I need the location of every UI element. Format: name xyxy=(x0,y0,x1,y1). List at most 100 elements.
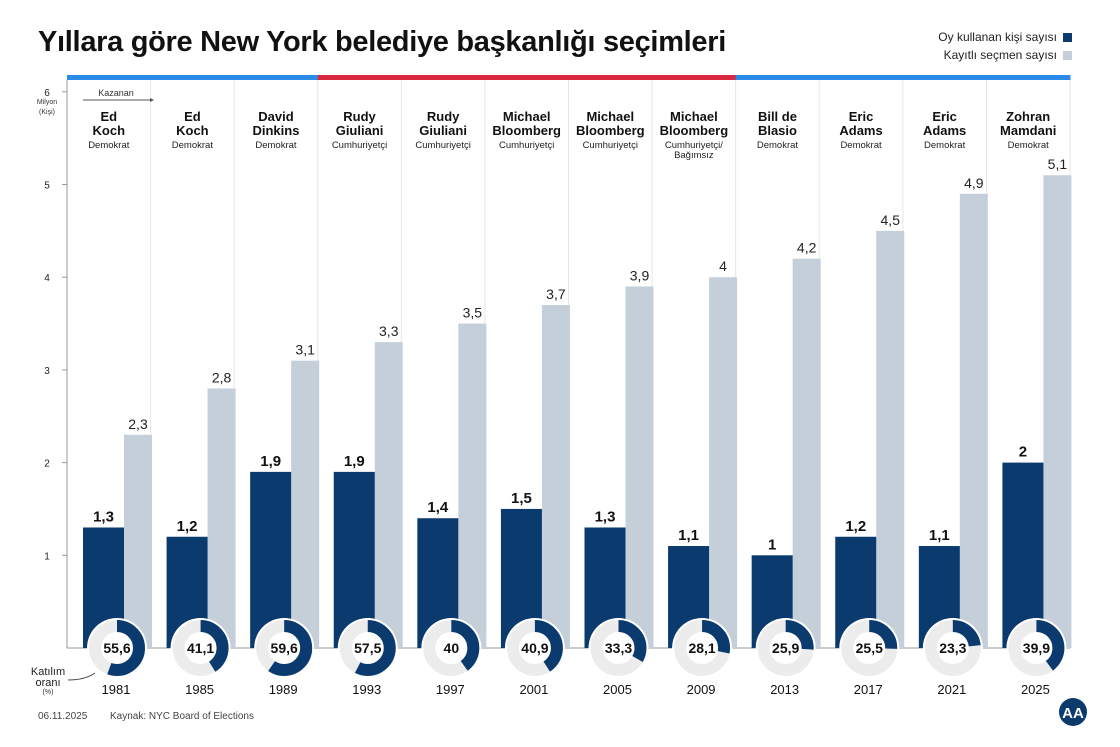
legend: Oy kullanan kişi sayısı Kayıtlı seçmen s… xyxy=(938,28,1072,64)
legend-item-registered: Kayıtlı seçmen sayısı xyxy=(938,46,1072,64)
registered-bar xyxy=(709,277,738,648)
voters-bar xyxy=(1002,462,1044,648)
winner-name: Adams xyxy=(839,123,882,138)
registered-bar xyxy=(1043,175,1072,649)
year-label: 1985 xyxy=(185,682,214,697)
winner-party: Demokrat xyxy=(924,140,966,151)
turnout-label: 33,3 xyxy=(605,640,632,656)
registered-bar xyxy=(374,342,403,648)
year-label: 1981 xyxy=(102,682,131,697)
legend-item-voters: Oy kullanan kişi sayısı xyxy=(938,28,1072,46)
registered-bar-label: 3,1 xyxy=(295,342,315,358)
turnout-donut-arc xyxy=(924,620,981,676)
party-color-bar xyxy=(568,75,653,80)
year-label: 2005 xyxy=(603,682,632,697)
registered-bar-label: 3,5 xyxy=(463,305,483,321)
turnout-donut-arc xyxy=(841,620,898,676)
year-label: 2001 xyxy=(519,682,548,697)
turnout-label: 23,3 xyxy=(939,640,966,656)
turnout-label: 57,5 xyxy=(354,640,381,656)
registered-bar xyxy=(876,230,905,648)
turnout-donut-arc xyxy=(674,620,731,676)
winner-party: Demokrat xyxy=(757,140,799,151)
winner-name: Bloomberg xyxy=(492,123,561,138)
turnout-label: 39,9 xyxy=(1023,640,1050,656)
footer-source: Kaynak: NYC Board of Elections xyxy=(110,711,254,722)
winner-name: Eric xyxy=(849,109,874,124)
registered-bar-label: 4,5 xyxy=(881,212,901,228)
year-label: 1993 xyxy=(352,682,381,697)
winner-party: Demokrat xyxy=(840,140,882,151)
winner-name: Michael xyxy=(670,109,718,124)
year-label: 2021 xyxy=(937,682,966,697)
y-tick-label: 6 xyxy=(44,88,50,99)
winner-name: Rudy xyxy=(343,109,376,124)
winner-party: Demokrat xyxy=(88,140,130,151)
turnout-label: 25,9 xyxy=(772,640,799,656)
winner-party: Demokrat xyxy=(255,140,297,151)
voters-bar-label: 1,3 xyxy=(93,508,114,525)
registered-bar-label: 3,3 xyxy=(379,323,399,339)
turnout-caption: Katılım xyxy=(31,666,65,678)
registered-bar-label: 5,1 xyxy=(1048,156,1068,172)
winner-party: Cumhuriyetçi/ xyxy=(665,140,723,151)
winner-caption: Kazanan xyxy=(98,88,134,98)
party-color-bar xyxy=(234,75,319,80)
party-color-bar xyxy=(652,75,737,80)
voters-bar-label: 1 xyxy=(768,536,776,553)
year-label: 1997 xyxy=(436,682,465,697)
winner-name: Zohran xyxy=(1006,109,1050,124)
winner-party: Cumhuriyetçi xyxy=(415,140,470,151)
winner-party: Demokrat xyxy=(1008,140,1050,151)
turnout-label: 40 xyxy=(444,640,460,656)
legend-swatch xyxy=(1063,33,1072,42)
winner-name: Giuliani xyxy=(419,123,467,138)
winner-name: Blasio xyxy=(758,123,797,138)
registered-bar-label: 4 xyxy=(719,258,727,274)
legend-swatch xyxy=(1063,51,1072,60)
winner-name: Koch xyxy=(176,123,209,138)
voters-bar-label: 1,5 xyxy=(511,490,532,507)
voters-bar-label: 1,1 xyxy=(678,527,699,544)
registered-bar xyxy=(625,286,654,648)
voters-bar-label: 1,2 xyxy=(845,518,866,535)
party-color-bar xyxy=(401,75,486,80)
year-label: 1989 xyxy=(269,682,298,697)
party-color-bar xyxy=(317,75,402,80)
party-color-bar xyxy=(150,75,235,80)
winner-name: Bill de xyxy=(758,109,797,124)
turnout-label: 28,1 xyxy=(688,640,715,656)
year-label: 2017 xyxy=(854,682,883,697)
registered-bar xyxy=(541,305,570,648)
turnout-donut-arc xyxy=(172,620,229,676)
winner-name: Mamdani xyxy=(1000,123,1056,138)
winner-name: Bloomberg xyxy=(576,123,645,138)
party-color-bar xyxy=(986,75,1071,80)
party-color-bar xyxy=(735,75,820,80)
year-label: 2013 xyxy=(770,682,799,697)
turnout-donut-arc xyxy=(89,620,145,676)
winner-name: Eric xyxy=(932,109,957,124)
party-color-bar xyxy=(902,75,987,80)
y-tick-label: 5 xyxy=(44,181,50,192)
registered-bar-label: 3,7 xyxy=(546,286,566,302)
turnout-label: 25,5 xyxy=(856,640,883,656)
winner-name: Bloomberg xyxy=(660,123,729,138)
registered-bar xyxy=(124,434,152,648)
y-tick-label: 3 xyxy=(44,366,50,377)
turnout-arrow-icon xyxy=(67,672,96,681)
winner-name: Dinkins xyxy=(252,123,299,138)
winner-name: Michael xyxy=(503,109,551,124)
voters-bar-label: 1,9 xyxy=(260,453,281,470)
turnout-donut-arc xyxy=(757,620,814,676)
voters-bar-label: 1,4 xyxy=(427,499,449,516)
turnout-donut-arc xyxy=(506,620,563,676)
y-tick-label: 2 xyxy=(44,459,50,470)
winner-name: David xyxy=(258,109,293,124)
winner-name: Ed xyxy=(100,109,117,124)
winner-name: Koch xyxy=(93,123,126,138)
registered-bar xyxy=(792,258,821,648)
turnout-label: 55,6 xyxy=(103,640,130,656)
turnout-label: 59,6 xyxy=(271,640,298,656)
